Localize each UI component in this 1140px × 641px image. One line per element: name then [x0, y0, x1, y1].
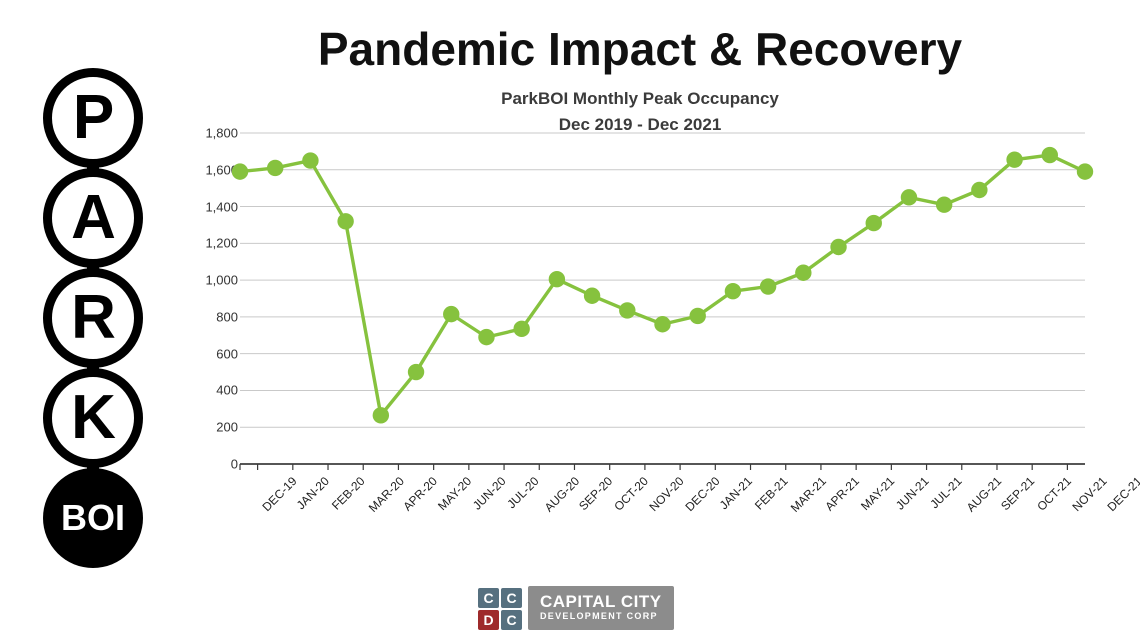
line-chart: Monthly Peak Occupancy 02004006008001,00… — [85, 0, 1140, 560]
x-axis-tick-label: AUG-20 — [541, 474, 582, 515]
data-point-marker — [1041, 146, 1058, 164]
ccdc-tile: C — [478, 588, 499, 608]
chart-subtitle-line2: Dec 2019 - Dec 2021 — [558, 115, 722, 135]
y-axis-tick-label: 1,000 — [205, 272, 238, 288]
y-axis-tick-label: 1,400 — [205, 199, 238, 215]
x-axis-tick-label: FEB-21 — [751, 474, 791, 513]
y-axis-tick-label: 400 — [216, 382, 238, 398]
data-point-marker — [407, 363, 425, 381]
x-axis-tick-label: APR-21 — [822, 474, 863, 514]
x-axis-tick-label: NOV-20 — [646, 474, 687, 515]
chart-subtitle-line1: ParkBOI Monthly Peak Occupancy — [501, 89, 779, 108]
chart-subtitle: ParkBOI Monthly Peak Occupancy Dec 2019 … — [160, 86, 1120, 139]
data-point-marker — [513, 320, 530, 338]
data-point-marker — [724, 282, 742, 300]
page-title: Pandemic Impact & Recovery — [317, 23, 963, 75]
data-point-marker — [548, 270, 566, 288]
x-axis-tick-label: JUL-20 — [504, 474, 543, 512]
ccdc-tile: C — [501, 610, 522, 630]
data-point-marker — [267, 159, 284, 177]
y-axis-tick-label: 200 — [216, 419, 238, 435]
x-axis-tick-label: APR-20 — [400, 474, 440, 514]
x-axis-tick-label: JUN-21 — [892, 474, 932, 513]
data-point-marker — [1076, 163, 1094, 180]
y-axis-tick-label: 800 — [216, 309, 238, 325]
x-axis-tick-label: MAR-21 — [788, 474, 830, 516]
x-axis-tick-label: MAY-21 — [857, 474, 897, 514]
ccdc-tile: C — [501, 588, 522, 608]
data-point-marker — [372, 407, 390, 424]
logo-badge-label: BOI — [60, 497, 125, 538]
parkboi-logo: P A R K BOI — [40, 68, 146, 568]
x-axis-tick-label: DEC-19 — [259, 474, 300, 515]
x-axis-tick-label: DEC-21 — [1104, 474, 1140, 515]
data-point-marker — [971, 181, 988, 199]
ccdc-wordmark-line2: DEVELOPMENT CORP — [540, 611, 658, 622]
logo-letter: K — [71, 383, 116, 452]
data-point-marker — [830, 238, 847, 256]
y-axis-tick-labels: 0 200 400 600 800 1,000 1,200 1,400 1,600 1,800 — [178, 0, 238, 560]
x-axis-tick-labels: DEC-19 JAN-20 FEB-20 MAR-20 APR-20 MAY-20 JUN-… — [259, 474, 1140, 516]
data-point-marker — [900, 189, 918, 206]
logo-circle-k: K — [43, 368, 143, 468]
logo-circle-a: A — [43, 168, 143, 268]
y-axis-tick-label: 1,600 — [205, 162, 238, 178]
y-axis-tick-label: 600 — [216, 346, 238, 362]
data-point-marker — [619, 302, 636, 319]
ccdc-tile: D — [478, 610, 499, 630]
data-point-marker — [302, 152, 319, 169]
x-axis-tick-label: JAN-21 — [716, 474, 755, 513]
data-point-marker — [583, 287, 601, 304]
x-axis-tick-label: SEP-21 — [998, 474, 1038, 514]
y-axis-tick-label: 1,200 — [205, 235, 238, 251]
x-axis-tick-label: OCT-20 — [611, 474, 651, 514]
x-axis-tick-label: MAR-20 — [365, 474, 407, 516]
data-point-marker — [337, 213, 354, 230]
ccdc-wordmark-line1: CAPITAL CITY — [540, 592, 662, 612]
y-axis-tick-label: 1,800 — [205, 125, 238, 141]
data-point-marker — [654, 316, 671, 333]
data-point-marker — [443, 305, 460, 323]
x-axis-tick-label: FEB-20 — [329, 474, 368, 513]
x-axis-tick-label: JUN-20 — [470, 474, 509, 513]
x-axis-tick-label: SEP-20 — [575, 474, 616, 514]
logo-letter: A — [71, 183, 116, 252]
data-point-marker — [865, 214, 882, 232]
x-axis-tick-label: AUG-21 — [963, 474, 1005, 515]
data-point-marker — [935, 196, 953, 213]
x-axis-tick-label: JUL-21 — [927, 474, 965, 512]
data-point-marker — [795, 264, 812, 281]
chart-plot — [231, 132, 1094, 470]
logo-letter: R — [71, 283, 116, 352]
x-axis-tick-label: MAY-20 — [435, 474, 475, 514]
logo-circle-boi: BOI — [43, 468, 143, 568]
y-axis-tick-label: 0 — [230, 456, 238, 472]
x-axis-tick-label: NOV-21 — [1069, 474, 1110, 515]
ccdc-wordmark: CAPITAL CITY DEVELOPMENT CORP — [528, 586, 674, 630]
logo-circle-p: P — [43, 68, 143, 168]
logo-letter: P — [72, 83, 114, 152]
data-point-marker — [1006, 151, 1023, 168]
data-point-marker — [689, 307, 706, 325]
x-axis-tick-label: OCT-21 — [1033, 474, 1074, 514]
x-axis-tick-label: JAN-20 — [293, 474, 333, 513]
x-axis-tick-label: DEC-20 — [682, 474, 723, 515]
data-point-marker — [759, 278, 777, 295]
logo-circle-r: R — [43, 268, 143, 368]
data-point-marker — [231, 163, 249, 180]
data-point-marker — [478, 328, 495, 346]
